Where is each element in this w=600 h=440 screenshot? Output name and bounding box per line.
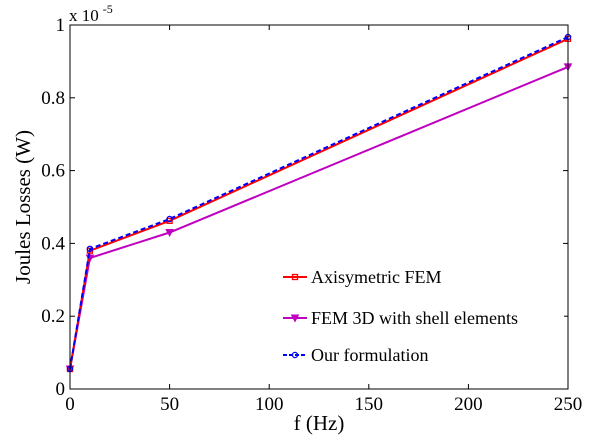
y-axis-label: Joules Losses (W) bbox=[11, 130, 35, 284]
x-tick-label: 100 bbox=[255, 394, 284, 415]
x-tick-label: 200 bbox=[454, 394, 483, 415]
y-tick-label: 0.8 bbox=[41, 88, 65, 109]
y-tick-label: 0 bbox=[56, 379, 66, 400]
y-tick-label: 0.6 bbox=[41, 161, 65, 182]
series-point bbox=[86, 245, 94, 253]
plot-frame bbox=[69, 24, 569, 390]
series-point bbox=[165, 228, 174, 238]
legend-entry: Axisymetric FEM bbox=[283, 267, 442, 287]
x-tick-label: 150 bbox=[355, 394, 384, 415]
legend-marker bbox=[290, 314, 300, 323]
y-exponent-label: x 10 -5 bbox=[69, 2, 113, 25]
legend: Axisymetric FEM FEM 3D with shell element… bbox=[272, 258, 564, 382]
series-layer bbox=[65, 33, 573, 374]
legend-label: Our formulation bbox=[311, 345, 428, 365]
y-exponent-base: x 10 bbox=[69, 6, 99, 25]
legend-label: Axisymetric FEM bbox=[311, 267, 442, 287]
y-tick-label: 0.2 bbox=[41, 306, 65, 327]
legend-box bbox=[272, 258, 564, 382]
y-exponent-power: -5 bbox=[103, 2, 113, 16]
legend-entry: FEM 3D with shell elements bbox=[283, 308, 518, 328]
x-tick-label: 50 bbox=[160, 394, 179, 415]
legend-marker bbox=[291, 273, 299, 281]
legend-marker bbox=[291, 351, 299, 359]
x-tick-label: 250 bbox=[554, 394, 583, 415]
legend-entry: Our formulation bbox=[283, 345, 428, 365]
y-tick-label: 0.4 bbox=[41, 233, 65, 254]
x-axis-label: f (Hz) bbox=[294, 411, 345, 435]
y-tick-label: 1 bbox=[56, 15, 66, 36]
legend-label: FEM 3D with shell elements bbox=[311, 308, 518, 328]
x-tick-label: 0 bbox=[65, 394, 75, 415]
series-point bbox=[166, 215, 173, 223]
ticks-layer: 0 50 100 150 200 250 0 0.2 0.4 0.6 0.8 1 bbox=[41, 15, 582, 415]
series-line bbox=[69, 36, 569, 370]
